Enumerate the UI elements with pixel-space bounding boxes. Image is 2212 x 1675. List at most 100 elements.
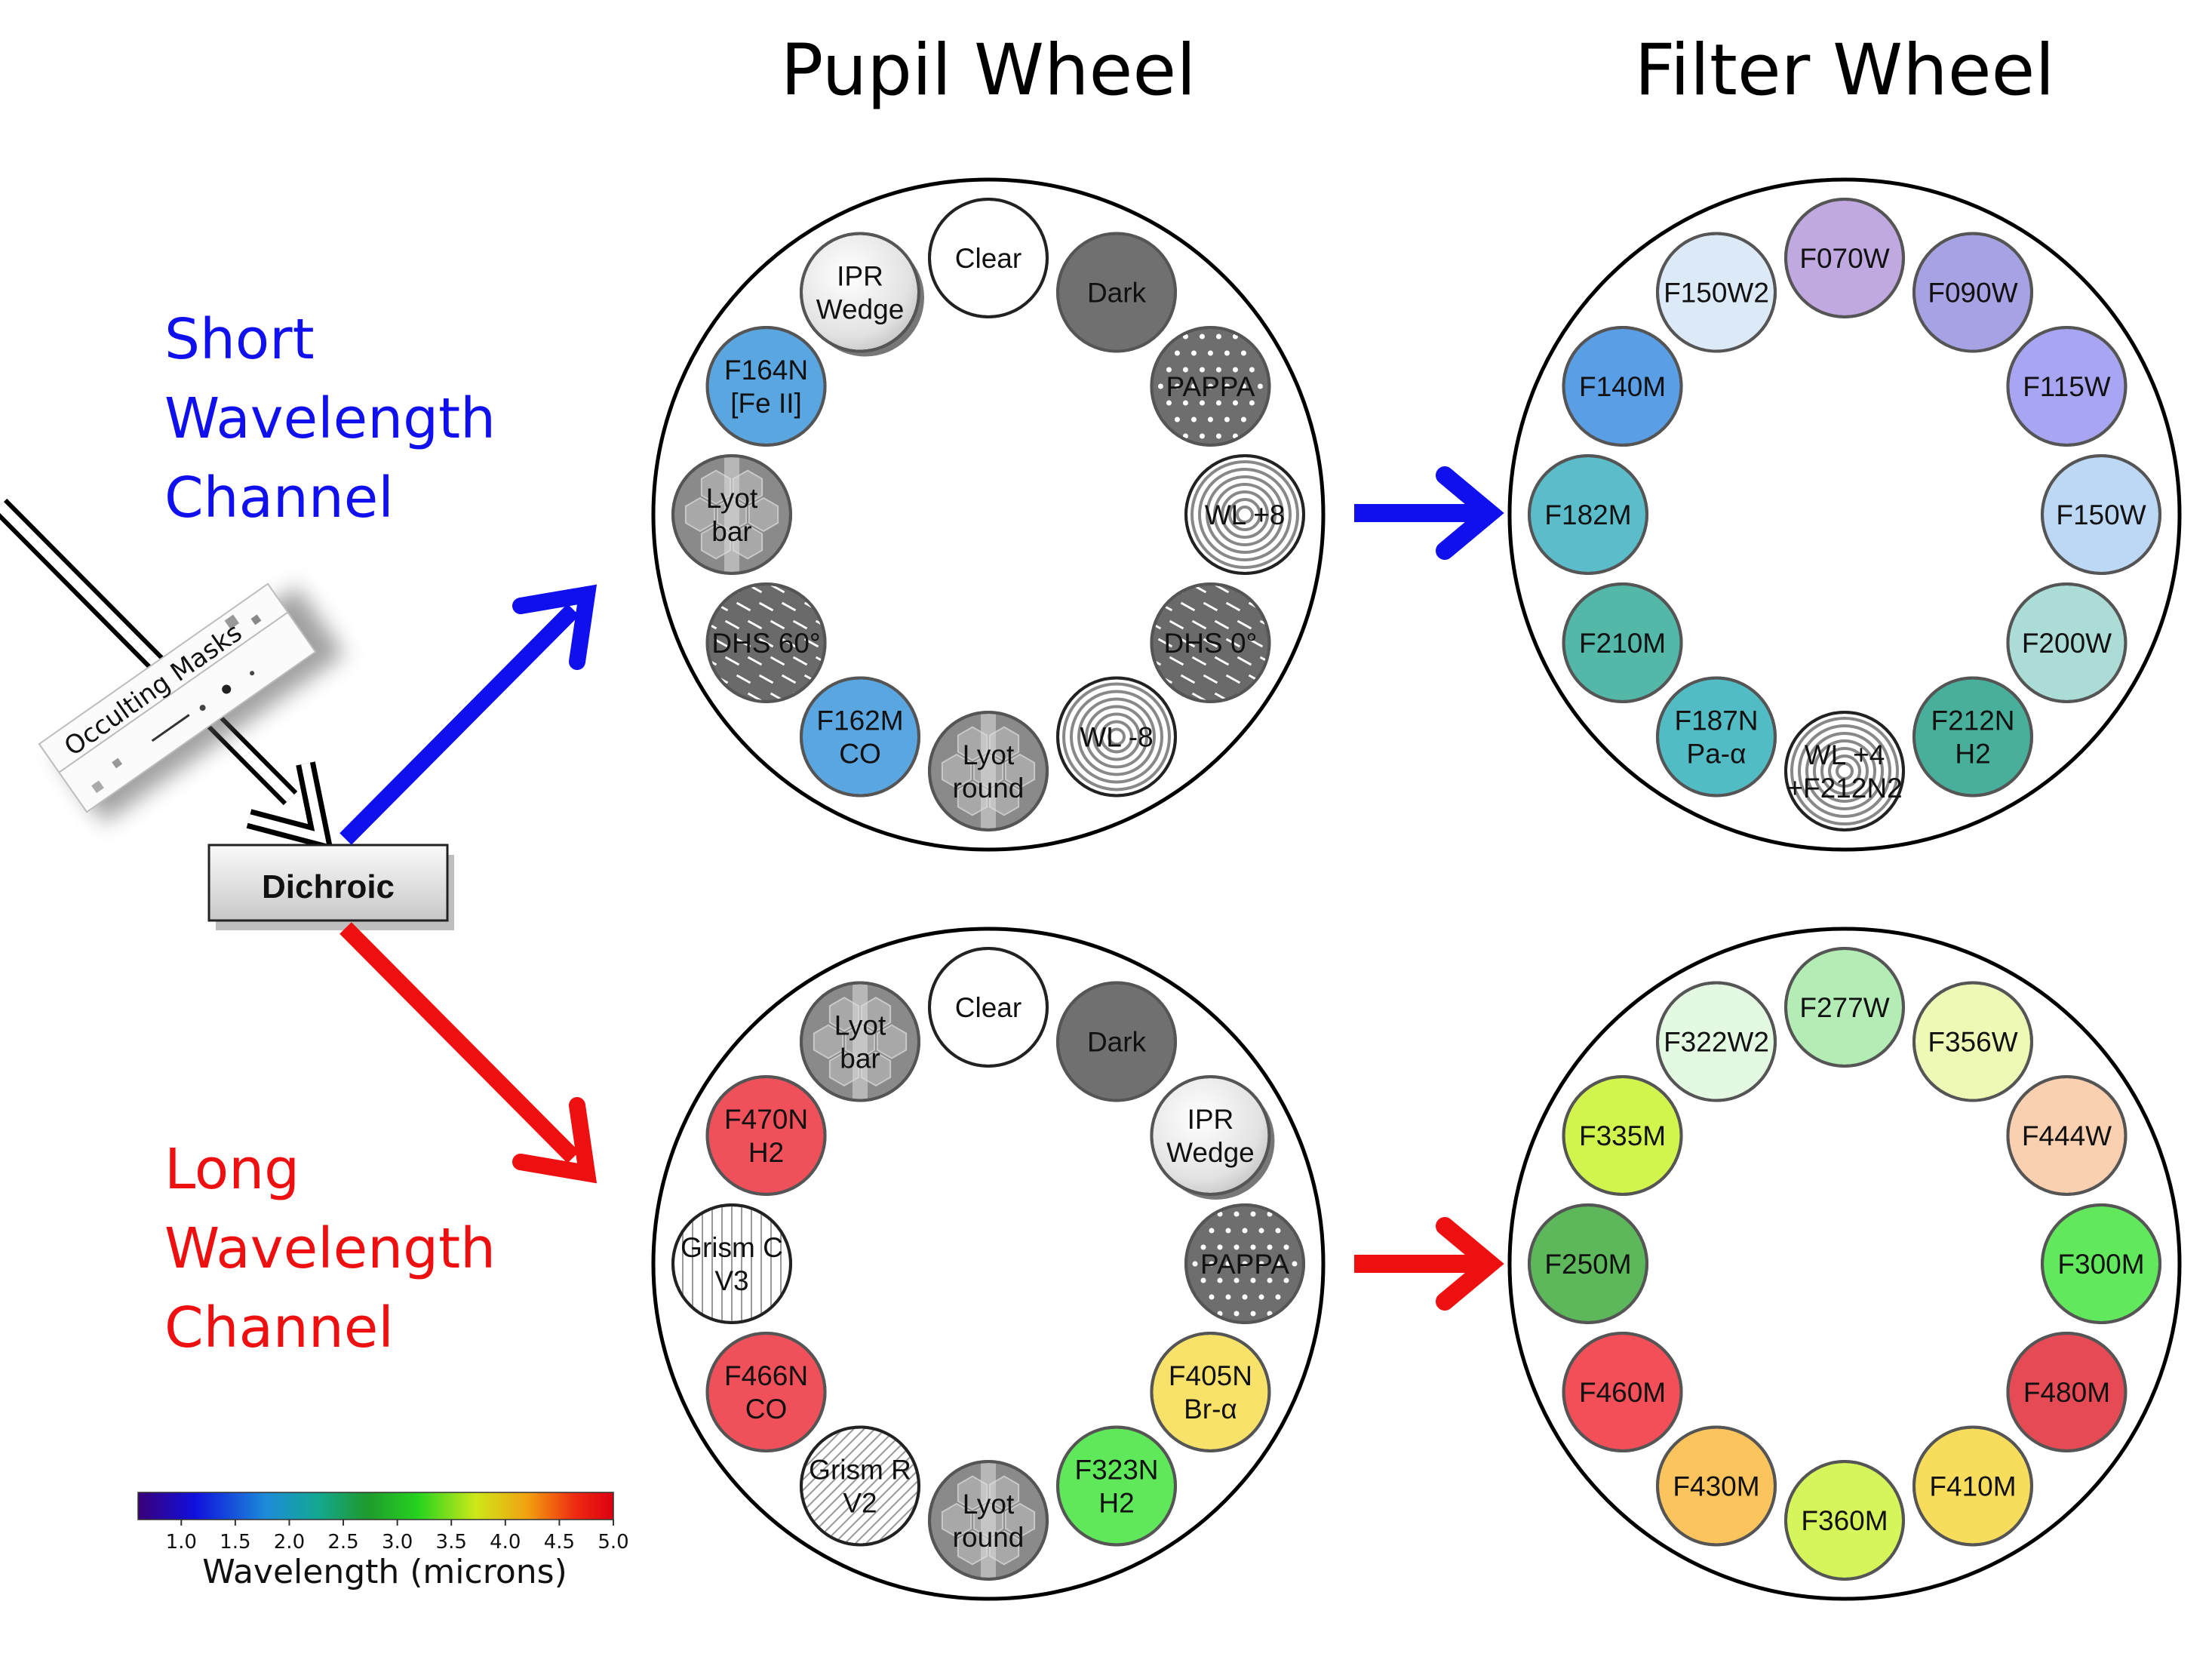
lw-pupil-wheel: ClearDarkIPRWedgePAPPAF405NBr-αF323NH2Ly… (651, 927, 1326, 1601)
wheel-slot: DHS 60° (705, 582, 827, 703)
wheel-slot: Grism CV3 (671, 1203, 792, 1324)
long-label-line1: Long (164, 1137, 300, 1202)
slot-label: F070W (1799, 243, 1889, 274)
incoming-beam (0, 498, 333, 851)
wheel-slot: F460M (1562, 1332, 1683, 1452)
wheel-slot: F356W (1912, 981, 2033, 1102)
slot-pattern (813, 984, 908, 1099)
colorbar-tick-label: 1.5 (220, 1531, 250, 1554)
slot-label: IPR (1187, 1104, 1234, 1135)
filter-wheel-title: Filter Wheel (1635, 29, 2055, 112)
wheel-slot: F410M (1912, 1425, 2033, 1547)
dichroic-label: Dichroic (262, 868, 395, 905)
slot-label: PAPPA (1166, 371, 1255, 402)
slot-label: WL -8 (1080, 721, 1153, 752)
wheel-slot: F335M (1562, 1075, 1683, 1196)
slot-label: Pa-α (1687, 738, 1747, 769)
wheel-slot: F164N[Fe II] (705, 326, 827, 447)
slot-label: WL +8 (1205, 499, 1286, 530)
wheel-slot: F210M (1562, 582, 1683, 703)
slot-label: Lyot (834, 1010, 886, 1041)
slot-label: F300M (2057, 1249, 2144, 1280)
slot-label: Wedge (1166, 1137, 1255, 1168)
wheel-slot: F150W (2041, 454, 2161, 575)
slot-label: F210M (1579, 628, 1666, 659)
long-label-line3: Channel (164, 1295, 394, 1360)
colorbar-tick-label: 3.5 (436, 1531, 467, 1554)
slot-label: F212N (1931, 705, 2014, 736)
wheel-slot: F250M (1528, 1203, 1648, 1324)
pupil-wheel-title: Pupil Wheel (781, 29, 1197, 112)
slot-label: +F212N2 (1786, 773, 1902, 804)
slot-pattern (1062, 682, 1171, 791)
slot-label: H2 (1098, 1487, 1134, 1518)
slot-label: Lyot (963, 739, 1015, 770)
sw-pupil-to-filter-arrow (1354, 466, 1504, 560)
lw-pupil-to-filter-arrow (1354, 1217, 1504, 1311)
short-label-line2: Wavelength (164, 386, 496, 451)
slot-label: F187N (1674, 705, 1758, 736)
slot-label: F182M (1544, 499, 1631, 530)
short-label-line1: Short (164, 307, 315, 372)
slot-label: Grism C (680, 1232, 783, 1263)
slot-label: Lyot (963, 1489, 1015, 1520)
wheel-slot: F444W (2006, 1075, 2128, 1196)
slot-label: F115W (2023, 371, 2111, 402)
wheel-slot: F360M (1784, 1460, 1905, 1581)
wheel-outline (1507, 927, 2182, 1601)
wheel-slot: F300M (2041, 1203, 2161, 1324)
wheel-slot: F070W (1784, 198, 1905, 318)
slot-label: Br-α (1184, 1394, 1237, 1425)
colorbar-tick-label: 4.0 (490, 1531, 521, 1554)
slot-label: F323N (1074, 1454, 1158, 1485)
slot-label: F335M (1579, 1120, 1666, 1151)
slot-label: DHS 60° (711, 628, 820, 659)
wheel-slot: F182M (1528, 454, 1648, 575)
colorbar-tick-label: 2.5 (327, 1531, 358, 1554)
wheel-outline (651, 927, 1326, 1601)
slot-label: V2 (843, 1487, 877, 1518)
short-wavelength-label: Short Wavelength Channel (164, 307, 496, 530)
slot-label: F460M (1579, 1377, 1666, 1408)
wheel-slot: PAPPA (1150, 326, 1271, 447)
wheel-slot: F150W2 (1656, 232, 1777, 353)
slot-label: F200W (2022, 628, 2112, 659)
colorbar-gradient (137, 1492, 614, 1520)
colorbar-tick-label: 1.0 (166, 1531, 197, 1554)
wheel-slot: WL +8 (1184, 454, 1305, 575)
slot-label: round (953, 1522, 1025, 1553)
slot-label: bar (711, 516, 751, 547)
slot-label: F090W (1928, 278, 2017, 309)
slot-pattern (1790, 717, 1899, 825)
long-wavelength-label: Long Wavelength Channel (164, 1137, 496, 1360)
long-label-line2: Wavelength (164, 1216, 496, 1281)
wheel-slot: F140M (1562, 326, 1683, 447)
colorbar-label: Wavelength (microns) (202, 1553, 567, 1591)
wheel-slot: PAPPA (1184, 1203, 1305, 1324)
wheel-slot: Dark (1056, 232, 1177, 353)
slot-label: DHS 0° (1164, 628, 1258, 659)
slot-label: H2 (748, 1137, 784, 1168)
slot-label: bar (840, 1043, 880, 1074)
slot-label: F410M (1929, 1471, 2016, 1501)
slot-label: Dark (1087, 1027, 1147, 1058)
wheel-slot: DHS 0° (1150, 582, 1271, 703)
colorbar-tick-label: 5.0 (598, 1531, 628, 1554)
colorbar-tick-label: 3.0 (382, 1531, 413, 1554)
colorbar-tick-label: 4.5 (544, 1531, 575, 1554)
slot-label: H2 (1955, 738, 1990, 769)
slot-label: Wedge (816, 294, 905, 325)
slot-label: IPR (837, 261, 883, 292)
slot-label: F250M (1544, 1249, 1631, 1280)
wheel-outline (1507, 177, 2182, 852)
